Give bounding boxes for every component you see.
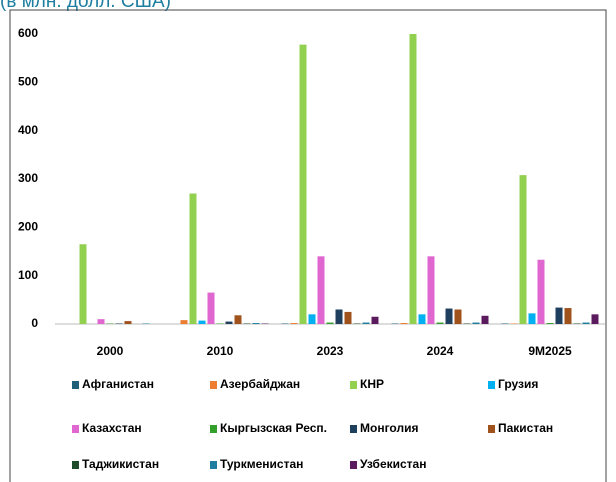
y-tick-label: 400	[18, 123, 38, 137]
y-tick-label: 600	[18, 26, 38, 40]
legend-label: Монголия	[360, 421, 418, 435]
legend-swatch	[72, 425, 79, 433]
chart-subtitle: (в млн. долл. США)	[0, 0, 171, 12]
bar	[189, 193, 197, 324]
bar	[234, 315, 242, 324]
legend-swatch	[72, 381, 79, 389]
bar	[180, 320, 188, 324]
bar	[454, 309, 462, 324]
bar	[198, 320, 206, 324]
bar	[582, 322, 590, 324]
bar	[124, 321, 132, 324]
y-tick-label: 100	[18, 268, 38, 282]
legend-label: КНР	[360, 377, 384, 391]
legend-swatch	[350, 461, 357, 469]
legend-label: Афганистан	[82, 377, 154, 391]
x-tick-label: 2023	[317, 344, 344, 358]
legend-label: Азербайджан	[220, 377, 300, 391]
bar	[472, 322, 480, 324]
bar	[362, 322, 370, 324]
legend-label: Казахстан	[82, 421, 142, 435]
legend-label: Грузия	[498, 377, 538, 391]
legend-label: Кыргызская Респ.	[220, 421, 327, 435]
bar	[546, 323, 554, 324]
bar	[400, 323, 408, 324]
bar	[326, 322, 334, 324]
legend-swatch	[210, 381, 217, 389]
x-tick-label: 2000	[97, 344, 124, 358]
legend-swatch	[72, 461, 79, 469]
bar	[418, 314, 426, 324]
bar	[537, 259, 545, 324]
bar	[564, 308, 572, 324]
bar	[335, 309, 343, 324]
bar	[409, 34, 417, 324]
legend-swatch	[210, 425, 217, 433]
legend-label: Туркменистан	[220, 457, 303, 471]
bar	[79, 244, 87, 324]
bar	[555, 307, 563, 324]
bar	[436, 322, 444, 324]
bar	[308, 314, 316, 324]
bar	[519, 175, 527, 324]
y-tick-label: 200	[18, 220, 38, 234]
bar	[371, 316, 379, 324]
legend-label: Таджикистан	[82, 457, 159, 471]
y-tick-label: 300	[18, 171, 38, 185]
y-tick-label: 500	[18, 75, 38, 89]
bar	[97, 319, 105, 324]
bar	[481, 315, 489, 324]
y-tick-label: 0	[31, 316, 38, 330]
legend-swatch	[488, 381, 495, 389]
x-tick-label: 2024	[427, 344, 454, 358]
bar	[591, 314, 599, 324]
x-tick-label: 9M2025	[528, 344, 572, 358]
legend-swatch	[488, 425, 495, 433]
bar	[225, 321, 233, 324]
bar	[207, 292, 215, 324]
bar	[317, 256, 325, 324]
x-tick-label: 2010	[207, 344, 234, 358]
legend-label: Узбекистан	[360, 457, 426, 471]
frame	[9, 9, 607, 482]
legend-swatch	[350, 381, 357, 389]
bar	[445, 308, 453, 324]
bar	[290, 323, 298, 324]
bar	[299, 44, 307, 325]
legend-label: Пакистан	[498, 421, 553, 435]
bar	[427, 256, 435, 324]
bar	[344, 311, 352, 324]
legend-swatch	[210, 461, 217, 469]
legend-swatch	[350, 425, 357, 433]
bar	[528, 313, 536, 324]
bar	[252, 323, 260, 324]
